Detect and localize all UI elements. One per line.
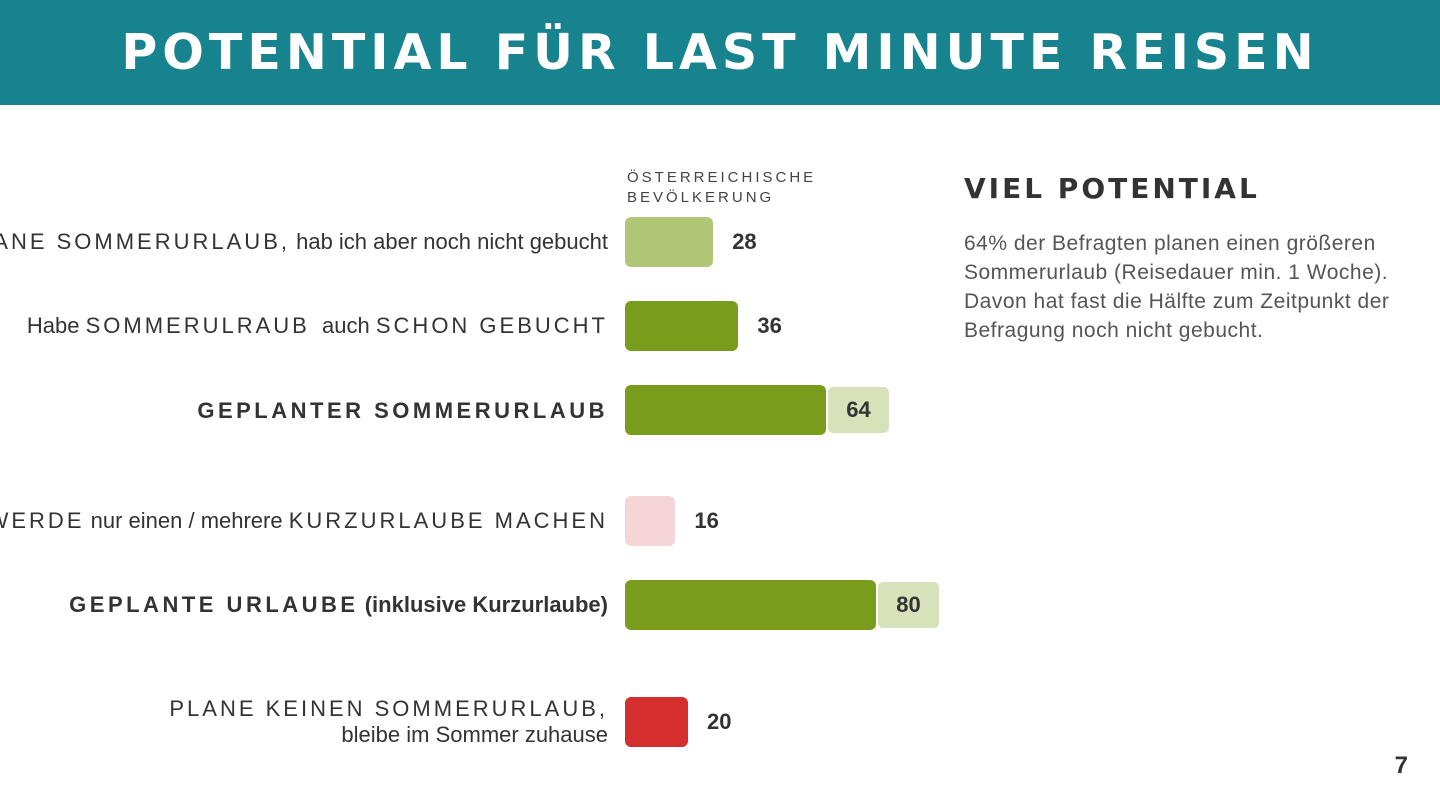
- sidebar-text: 64% der Befragten planen einen größeren …: [964, 232, 1390, 342]
- bar-3: [625, 385, 826, 435]
- row-label-line1: PLANE KEINEN SOMMERURLAUB,: [169, 696, 608, 721]
- row-label-caps: KURZURLAUBE MACHEN: [288, 508, 608, 533]
- row-label-text: (inklusive Kurzurlaube): [358, 592, 608, 617]
- row-label-caps: GEPLANTE URLAUBE: [69, 592, 359, 617]
- bar-value-box-5: [878, 582, 939, 628]
- sidebar-heading: VIEL POTENTIAL: [964, 172, 1260, 205]
- bar-value-label-1: 28: [732, 229, 757, 254]
- row-label-text: Habe: [26, 313, 86, 338]
- bar-4: [625, 496, 676, 546]
- bar-value-box-3: [828, 387, 889, 433]
- row-label-geplanter-sommerurlaub: GEPLANTER SOMMERURLAUB: [197, 398, 608, 424]
- bar-value-label-6: 20: [707, 709, 732, 734]
- row-label-caps: GEPLANTER SOMMERURLAUB: [197, 398, 608, 423]
- bar-value-label-4: 16: [694, 508, 719, 533]
- row-label-caps: SOMMERULRAUB: [85, 313, 310, 338]
- row-label-text: auch: [309, 313, 376, 338]
- column-header-line1: ÖSTERREICHISCHE: [627, 169, 817, 186]
- row-label-kurzurlaube: WERDE nur einen / mehrere KURZURLAUBE MA…: [0, 508, 608, 534]
- row-label-kein-sommerurlaub: PLANE KEINEN SOMMERURLAUB, bleibe im Som…: [169, 696, 608, 748]
- page-number: 7: [1394, 752, 1408, 779]
- slide-title: POTENTIAL FÜR LAST MINUTE REISEN: [121, 24, 1319, 81]
- bar-value-label-5: 80: [896, 592, 921, 617]
- row-label-caps: SCHON GEBUCHT: [375, 313, 608, 338]
- bar-5: [625, 580, 876, 630]
- bar-2: [625, 301, 739, 351]
- bar-6: [625, 697, 688, 747]
- bar-1: [625, 217, 714, 267]
- column-header-line2: BEVÖLKERUNG: [627, 189, 775, 206]
- bar-value-label-2: 36: [757, 313, 782, 338]
- row-label-plane-sommerurlaub: PLANE SOMMERURLAUB, hab ich aber noch ni…: [0, 229, 608, 255]
- column-header: ÖSTERREICHISCHE BEVÖLKERUNG: [627, 168, 816, 208]
- bar-value-label-3: 64: [846, 397, 871, 422]
- row-label-text: nur einen / mehrere: [84, 508, 289, 533]
- row-label-geplante-urlaube: GEPLANTE URLAUBE (inklusive Kurzurlaube): [69, 592, 608, 618]
- row-label-text: hab ich aber noch nicht gebucht: [289, 229, 608, 254]
- row-label-caps: PLANE SOMMERURLAUB,: [0, 229, 290, 254]
- title-bar: POTENTIAL FÜR LAST MINUTE REISEN: [0, 0, 1440, 105]
- row-label-caps: WERDE: [0, 508, 85, 533]
- row-label-line2: bleibe im Sommer zuhause: [341, 722, 608, 747]
- row-label-schon-gebucht: Habe SOMMERULRAUB auch SCHON GEBUCHT: [27, 313, 608, 339]
